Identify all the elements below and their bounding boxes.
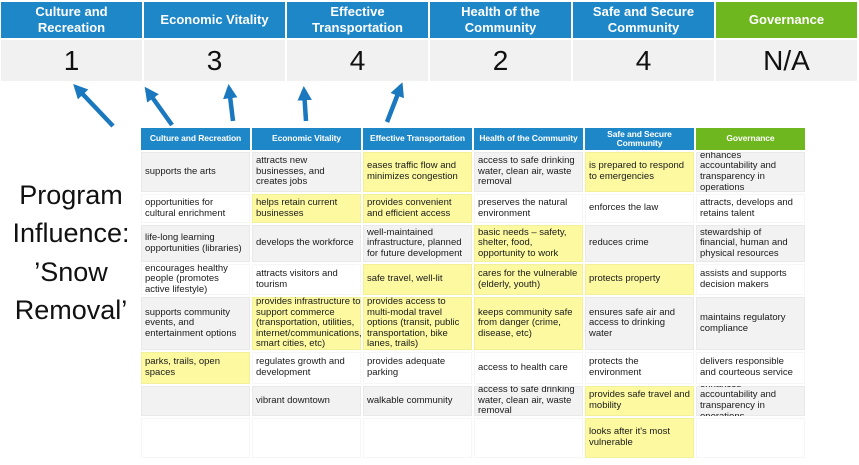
summary-header-cell: Culture and Recreation [1, 2, 142, 38]
matrix-cell: vibrant downtown [252, 386, 361, 416]
matrix-cell [141, 418, 250, 458]
summary-score-cell: N/A [716, 40, 857, 81]
matrix-cell-highlighted: provides infrastructure to support comme… [252, 297, 361, 350]
matrix-cell: access to health care [474, 352, 583, 384]
matrix-cell [696, 418, 805, 458]
matrix-cell-highlighted: provides convenient and efficient access [363, 194, 472, 223]
matrix-cell: protects the environment [585, 352, 694, 384]
matrix-header-cell: Safe and Secure Community [585, 128, 694, 150]
matrix-cell: attracts, develops and retains talent [696, 194, 805, 223]
matrix-cell: attracts new businesses, and creates job… [252, 152, 361, 192]
matrix-cell-highlighted: cares for the vulnerable (elderly, youth… [474, 264, 583, 295]
matrix-cell: access to safe drinking water, clean air… [474, 152, 583, 192]
matrix-cell [252, 418, 361, 458]
matrix-cell-highlighted: looks after it's most vulnerable [585, 418, 694, 458]
matrix-cell: enforces the law [585, 194, 694, 223]
summary-score-cell: 2 [430, 40, 571, 81]
matrix-header-cell: Health of the Community [474, 128, 583, 150]
influence-matrix-table: Culture and Recreation Economic Vitality E… [141, 128, 805, 458]
arrows-layer [73, 82, 404, 128]
matrix-cell-highlighted: protects property [585, 264, 694, 295]
summary-score-cell: 1 [1, 40, 142, 81]
summary-header-cell: Safe and Secure Community [573, 2, 714, 38]
matrix-cell-highlighted: basic needs – safety, shelter, food, opp… [474, 225, 583, 262]
matrix-cell: opportunities for cultural enrichment [141, 194, 250, 223]
up-arrow [73, 84, 115, 128]
up-arrow [384, 82, 404, 123]
matrix-cell-highlighted: eases traffic flow and minimizes congest… [363, 152, 472, 192]
summary-header-cell: Governance [716, 2, 857, 38]
matrix-cell-highlighted: safe travel, well-lit [363, 264, 472, 295]
summary-score-table: Culture and Recreation Economic Vitality E… [1, 2, 857, 81]
matrix-cell-highlighted: is prepared to respond to emergencies [585, 152, 694, 192]
program-title-line: Removal’ [14, 294, 128, 325]
matrix-cell: develops the workforce [252, 225, 361, 262]
matrix-cell-highlighted: provides safe travel and mobility [585, 386, 694, 416]
matrix-cell: walkable community [363, 386, 472, 416]
matrix-cell: ensures safe air and access to drinking … [585, 297, 694, 350]
program-title-line: Influence: [12, 218, 130, 249]
up-arrow [297, 85, 312, 122]
matrix-cell: assists and supports decision makers [696, 264, 805, 295]
matrix-cell [363, 418, 472, 458]
matrix-cell-highlighted: parks, trails, open spaces [141, 352, 250, 384]
matrix-cell-highlighted: provides access to multi-modal travel op… [363, 297, 472, 350]
matrix-cell: delivers responsible and courteous servi… [696, 352, 805, 384]
matrix-cell-highlighted: keeps community safe from danger (crime,… [474, 297, 583, 350]
summary-header-cell: Effective Transportation [287, 2, 428, 38]
summary-score-cell: 3 [144, 40, 285, 81]
matrix-cell: supports the arts [141, 152, 250, 192]
matrix-cell: provides adequate parking [363, 352, 472, 384]
matrix-cell: enhances accountability and transparency… [696, 152, 805, 192]
matrix-cell [141, 386, 250, 416]
matrix-cell: attracts visitors and tourism [252, 264, 361, 295]
matrix-cell: preserves the natural environment [474, 194, 583, 223]
summary-score-cell: 4 [287, 40, 428, 81]
summary-score-cell: 4 [573, 40, 714, 81]
matrix-cell: supports community events, and entertain… [141, 297, 250, 350]
matrix-header-cell: Economic Vitality [252, 128, 361, 150]
summary-header-cell: Health of the Community [430, 2, 571, 38]
matrix-cell: stewardship of financial, human and phys… [696, 225, 805, 262]
matrix-cell: maintains regulatory compliance [696, 297, 805, 350]
program-title-line: ’Snow [34, 256, 108, 287]
program-title-line: Program [19, 180, 123, 210]
summary-header-cell: Economic Vitality [144, 2, 285, 38]
up-arrow [144, 86, 174, 127]
up-arrow [223, 83, 238, 122]
matrix-cell: well-maintained infrastructure, planned … [363, 225, 472, 262]
matrix-header-cell: Governance [696, 128, 805, 150]
matrix-header-cell: Culture and Recreation [141, 128, 250, 150]
matrix-cell: reduces crime [585, 225, 694, 262]
matrix-cell: enhances accountability and transparency… [696, 386, 805, 416]
matrix-cell: life-long learning opportunities (librar… [141, 225, 250, 262]
program-influence-title: Program Influence: ’Snow Removal’ [0, 176, 142, 329]
matrix-cell [474, 418, 583, 458]
matrix-cell: access to safe drinking water, clean air… [474, 386, 583, 416]
matrix-cell-highlighted: helps retain current businesses [252, 194, 361, 223]
matrix-cell: regulates growth and development [252, 352, 361, 384]
matrix-header-cell: Effective Transportation [363, 128, 472, 150]
matrix-cell: encourages healthy people (promotes acti… [141, 264, 250, 295]
